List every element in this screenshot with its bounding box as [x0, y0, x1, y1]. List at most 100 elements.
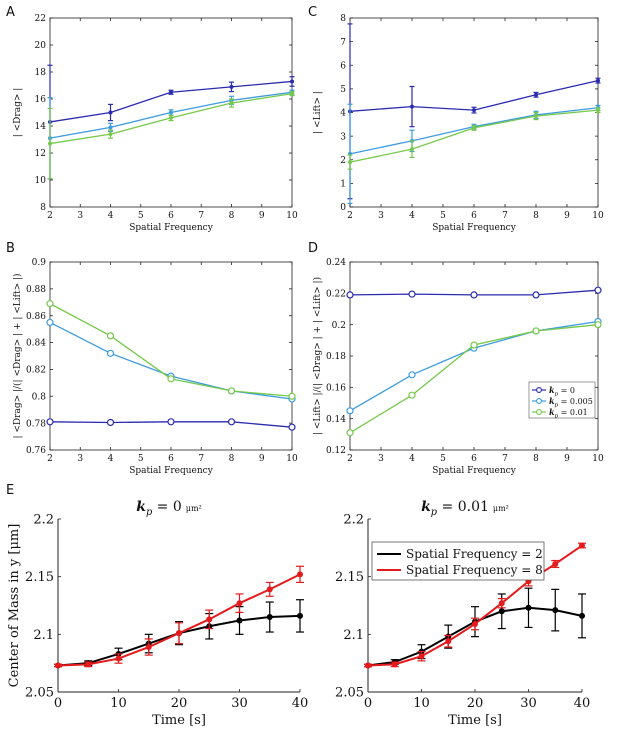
data-point — [365, 662, 371, 669]
data-point — [596, 108, 600, 113]
y-tick-label: 2.2 — [33, 513, 54, 528]
data-point — [525, 604, 532, 611]
x-tick-label: 3 — [77, 211, 83, 221]
data-point — [266, 586, 273, 593]
data-point — [408, 290, 416, 298]
series-2 — [346, 321, 602, 437]
chart-e2: 0 10 20 30 40 2.05 2.1 2.15 2.2 Time [s] kp = 0.01… — [335, 499, 590, 728]
y-tick-label: 0.84 — [26, 339, 46, 349]
x-tick-label: 4 — [108, 454, 114, 464]
x-tick-label: 10 — [286, 454, 298, 464]
x-tick-label: 7 — [198, 454, 204, 464]
chart-title: kp = 0 μm² — [136, 499, 202, 518]
y-axis-label: | <Drag> | — [13, 88, 23, 138]
x-tick-label: 8 — [229, 454, 235, 464]
legend-entry: kp = 0.01 — [549, 407, 588, 419]
x-tick-label: 2 — [347, 454, 353, 464]
panel-label-c: C — [308, 5, 317, 20]
chart-b: 2 3 4 5 6 7 8 9 10 0.76 0.78 0.8 0.82 0.84 0.86 0.88 0.9… — [12, 258, 298, 476]
data-point — [297, 612, 303, 619]
data-point — [410, 147, 414, 152]
data-point — [579, 612, 585, 619]
y-tick-label: 0.18 — [326, 352, 346, 362]
y-tick-label: 0.86 — [26, 312, 46, 322]
x-tick-label: 3 — [77, 454, 83, 464]
data-point — [472, 125, 476, 130]
data-point — [46, 318, 54, 327]
x-tick-label: 8 — [229, 211, 235, 221]
series-1 — [54, 565, 304, 669]
legend-entry: kp = 0.005 — [549, 396, 593, 408]
x-tick-label: 40 — [574, 696, 591, 711]
y-tick-label: 2.1 — [343, 628, 364, 643]
data-point — [288, 392, 296, 400]
y-axis-label: | <Lift> |/(| <Drag> | + | <Lift> |) — [312, 277, 323, 435]
y-tick-label: 6 — [340, 61, 346, 71]
y-tick-label: 2 — [340, 156, 346, 166]
data-point — [579, 542, 585, 549]
data-point — [472, 108, 476, 113]
y-tick-label: 1 — [340, 180, 346, 190]
x-tick-label: 2 — [47, 454, 53, 464]
y-tick-label: 0.9 — [32, 258, 47, 268]
data-point — [167, 375, 175, 383]
y-tick-label: 14 — [35, 122, 47, 132]
y-tick-label: 22 — [35, 14, 46, 24]
y-tick-label: 2.15 — [25, 570, 54, 585]
y-axis-label: | <Lift> | — [313, 91, 323, 134]
panel-label-d: D — [308, 241, 318, 256]
data-point — [206, 616, 213, 623]
series-2 — [47, 90, 295, 180]
data-point — [532, 291, 540, 299]
legend-entry: Spatial Frequency = 8 — [406, 563, 543, 577]
chart-a: 2 3 4 5 6 7 8 9 10 8 10 12 14 16 18 20 22 Spatial Frequen… — [13, 14, 298, 233]
data-point — [85, 661, 92, 668]
data-point — [288, 423, 296, 431]
series-0 — [47, 64, 295, 180]
data-point — [236, 600, 243, 607]
series-line — [49, 321, 293, 400]
x-tick-label: 9 — [259, 454, 265, 464]
chart-e1: 0 10 20 30 40 2.05 2.1 2.15 2.2 Time [s] Center of… — [7, 499, 308, 728]
data-point — [290, 91, 294, 96]
data-point — [106, 418, 115, 427]
data-point — [167, 418, 175, 426]
data-point — [169, 115, 173, 120]
chart-title: kp = 0.01 μm² — [421, 499, 509, 518]
data-point — [108, 110, 113, 115]
series-1 — [46, 318, 296, 403]
data-point — [48, 141, 52, 146]
panel-label-e: E — [6, 483, 14, 498]
y-tick-label: 0.12 — [326, 446, 346, 456]
x-tick-label: 6 — [168, 454, 174, 464]
data-point — [408, 371, 416, 379]
x-tick-label: 5 — [138, 454, 144, 464]
y-tick-label: 4 — [340, 109, 346, 119]
y-tick-label: 2.2 — [343, 513, 364, 528]
x-tick-label: 9 — [259, 211, 265, 221]
series-0 — [46, 418, 296, 431]
data-point — [297, 571, 303, 578]
x-axis-label: Time [s] — [152, 713, 206, 728]
y-tick-label: 2.05 — [25, 686, 54, 701]
x-tick-label: 6 — [471, 211, 477, 221]
x-tick-label: 8 — [533, 454, 539, 464]
data-point — [229, 84, 234, 89]
data-point — [418, 653, 425, 660]
y-tick-label: 5 — [340, 85, 346, 95]
data-point — [391, 661, 398, 668]
legend-marker — [536, 387, 542, 393]
data-point — [532, 327, 540, 335]
y-tick-label: 2.05 — [335, 686, 364, 701]
y-tick-label: 2.15 — [335, 570, 364, 585]
y-tick-label: 0 — [340, 203, 346, 213]
x-axis-label: Spatial Frequency — [129, 223, 213, 233]
x-tick-label: 5 — [440, 211, 446, 221]
data-point — [534, 114, 538, 119]
series-0 — [346, 286, 602, 299]
y-axis-label: Center of Mass in y [μm] — [7, 524, 22, 688]
data-point — [346, 291, 354, 299]
data-point — [176, 630, 182, 637]
